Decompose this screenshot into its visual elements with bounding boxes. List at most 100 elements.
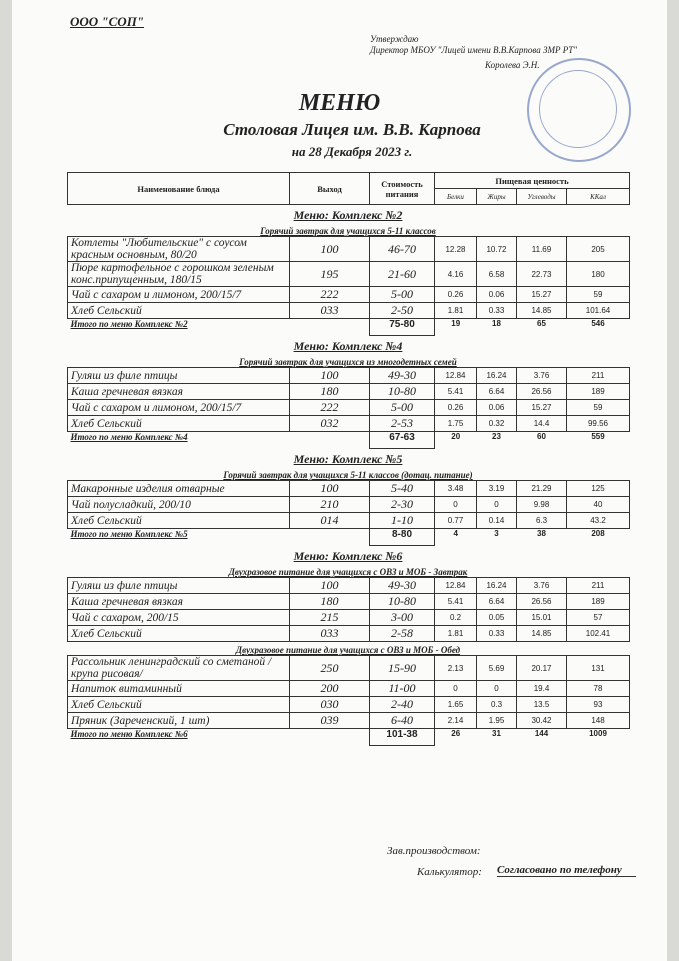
- total-cost: 8-80: [369, 528, 435, 546]
- carbs: 26.56: [516, 383, 567, 400]
- menu-table: Котлеты "Любительские" с соусом красным …: [67, 236, 630, 336]
- carbs: 9.98: [516, 496, 567, 513]
- kcal: 125: [566, 480, 630, 497]
- output: 100: [289, 577, 370, 594]
- carbs: 19.4: [516, 680, 567, 697]
- kcal: 189: [566, 593, 630, 610]
- total-row: Итого по меню Комплекс №5 8-80 4 3 38 208: [68, 528, 630, 546]
- dish: Чай с сахаром и лимоном, 200/15/7: [67, 399, 290, 416]
- dish: Макаронные изделия отварные: [67, 480, 290, 497]
- output: 100: [289, 367, 370, 384]
- kcal: 99.56: [566, 415, 630, 432]
- proteins: 0.26: [434, 286, 477, 303]
- fats: 3.19: [476, 480, 517, 497]
- kcal: 211: [566, 577, 630, 594]
- fats: 0.33: [476, 302, 517, 319]
- total-row: Итого по меню Комплекс №4 67-63 20 23 60 559: [68, 431, 630, 449]
- menu-row: Каша гречневая вязкая 180 10-80 5.41 6.64 26.…: [67, 593, 630, 610]
- approval: Утверждаю Директор МБОУ "Лицей имени В.В…: [370, 34, 610, 71]
- kcal: 205: [566, 236, 630, 262]
- total-fats: 31: [492, 729, 501, 738]
- date: на 28 Декабря 2023 г.: [291, 144, 413, 159]
- header-name: Наименование блюда: [67, 172, 290, 205]
- output: 033: [289, 625, 370, 642]
- dish: Гуляш из филе птицы: [67, 577, 290, 594]
- cost: 2-50: [369, 302, 435, 319]
- total-proteins: 20: [451, 432, 461, 441]
- cost: 15-90: [369, 655, 435, 681]
- output: 200: [289, 680, 370, 697]
- total-cost: 101-38: [369, 728, 435, 746]
- output: 222: [289, 399, 370, 416]
- group-caption: Горячий завтрак для учащихся 5-11 классо…: [260, 226, 436, 236]
- agreed: Согласовано по телефону: [497, 864, 636, 877]
- total-row: Итого по меню Комплекс №6 101-38 26 31 144 10…: [68, 728, 630, 746]
- proteins: 2.13: [434, 655, 477, 681]
- cost: 11-00: [369, 680, 435, 697]
- dish: Котлеты "Любительские" с соусом красным …: [67, 236, 290, 262]
- fats: 6.64: [476, 383, 517, 400]
- cost: 1-10: [369, 512, 435, 529]
- kcal: 101.64: [566, 302, 630, 319]
- dish: Хлеб Сельский: [67, 415, 290, 432]
- dish: Каша гречневая вязкая: [67, 593, 290, 610]
- fats: 6.58: [476, 261, 517, 287]
- calculator-label: Калькулятор:: [417, 866, 482, 878]
- fats: 0: [476, 496, 517, 513]
- carbs: 26.56: [516, 593, 567, 610]
- kcal: 40: [566, 496, 630, 513]
- kcal: 211: [566, 367, 630, 384]
- fats: 6.64: [476, 593, 517, 610]
- menu-row: Напиток витаминный 200 11-00 0 0 19.4 78: [67, 680, 630, 697]
- cost: 49-30: [369, 367, 435, 384]
- dish: Пряник (Зареченский, 1 шт): [67, 712, 290, 729]
- menu-row: Хлеб Сельский 032 2-53 1.75 0.32 14.4 99.56: [67, 415, 630, 432]
- total-carbs: 144: [534, 729, 549, 738]
- dish: Пюре картофельное с горошком зеленым кон…: [67, 261, 290, 287]
- output: 030: [289, 696, 370, 713]
- menu-row: Гуляш из филе птицы 100 49-30 12.84 16.24 3.7…: [67, 577, 630, 594]
- menu-table: Макаронные изделия отварные 100 5-40 3.48 3.…: [67, 480, 630, 546]
- section-heading: Меню: Комплекс №2: [293, 208, 403, 222]
- menu-table: Гуляш из филе птицы 100 49-30 12.84 16.24 3.7…: [67, 367, 630, 449]
- cost: 5-00: [369, 399, 435, 416]
- group-caption: Горячий завтрак для учащихся 5-11 классо…: [223, 470, 473, 480]
- group-caption: Горячий завтрак для учащихся из многодет…: [239, 357, 457, 367]
- menu-row: Пряник (Зареченский, 1 шт) 039 6-40 2.14 1.9…: [67, 712, 630, 729]
- stamp: [527, 58, 631, 162]
- cost: 2-53: [369, 415, 435, 432]
- kcal: 148: [566, 712, 630, 729]
- total-proteins: 4: [453, 529, 458, 538]
- fats: 5.69: [476, 655, 517, 681]
- fats: 16.24: [476, 367, 517, 384]
- section-heading: Меню: Комплекс №6: [293, 549, 403, 563]
- menu-table: Гуляш из филе птицы 100 49-30 12.84 16.24 3.7…: [67, 577, 630, 642]
- carbs: 14.85: [516, 302, 567, 319]
- organization: ООО "СОП": [70, 14, 145, 29]
- header-carbs: Углеводы: [516, 188, 567, 205]
- section-heading: Меню: Комплекс №5: [293, 452, 403, 466]
- proteins: 4.16: [434, 261, 477, 287]
- cost: 21-60: [369, 261, 435, 287]
- proteins: 0.26: [434, 399, 477, 416]
- dish: Чай с сахаром и лимоном, 200/15/7: [67, 286, 290, 303]
- cost: 10-80: [369, 383, 435, 400]
- menu-table: Наименование блюда Выход Стоимость питания…: [67, 172, 630, 205]
- dish: Хлеб Сельский: [67, 625, 290, 642]
- menu-row: Хлеб Сельский 014 1-10 0.77 0.14 6.3 43.2: [67, 512, 630, 529]
- proteins: 1.81: [434, 302, 477, 319]
- total-proteins: 26: [451, 729, 461, 738]
- output: 033: [289, 302, 370, 319]
- carbs: 6.3: [516, 512, 567, 529]
- production-label: Зав.производством:: [387, 845, 481, 857]
- fats: 0.06: [476, 286, 517, 303]
- header-proteins: Белки: [434, 188, 477, 205]
- proteins: 2.14: [434, 712, 477, 729]
- proteins: 5.41: [434, 593, 477, 610]
- total-cost: 75-80: [369, 318, 435, 336]
- output: 215: [289, 609, 370, 626]
- proteins: 1.75: [434, 415, 477, 432]
- cost: 2-40: [369, 696, 435, 713]
- kcal: 59: [566, 399, 630, 416]
- total-kcal: 559: [591, 432, 605, 441]
